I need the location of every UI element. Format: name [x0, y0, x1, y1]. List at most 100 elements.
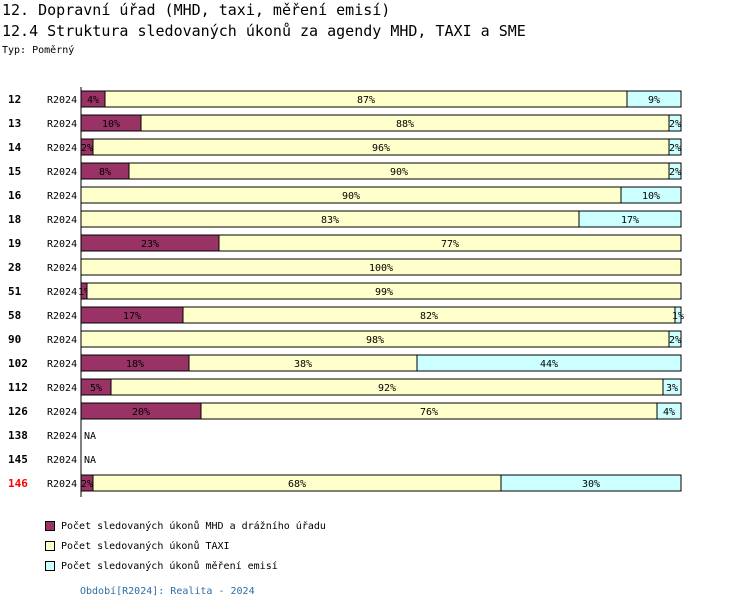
category-label: 14: [8, 141, 22, 154]
na-label: NA: [84, 431, 96, 442]
legend-item-mhd: Počet sledovaných úkonů MHD a drážního ú…: [45, 521, 326, 532]
data-label: 17%: [621, 215, 639, 226]
data-label: 17%: [123, 311, 141, 322]
data-label: 2%: [81, 143, 93, 154]
data-label: 2%: [669, 167, 681, 178]
bar-segment: [668, 138, 682, 156]
data-label: 76%: [420, 407, 438, 418]
legend-item-sme: Počet sledovaných úkonů měření emisí: [45, 561, 278, 572]
data-label: 3%: [666, 383, 678, 394]
category-label: 126: [8, 405, 28, 418]
period-label: R2024: [47, 407, 77, 418]
period-label: R2024: [47, 119, 77, 130]
data-label: 82%: [420, 311, 438, 322]
period-label: R2024: [47, 239, 77, 250]
data-label: 10%: [642, 191, 660, 202]
data-label: 88%: [396, 119, 414, 130]
data-label: 2%: [669, 335, 681, 346]
data-label: 44%: [540, 359, 558, 370]
bar-segment: [662, 378, 682, 396]
data-label: 77%: [441, 239, 459, 250]
period-label: R2024: [47, 335, 77, 346]
data-label: 99%: [375, 287, 393, 298]
category-label: 112: [8, 381, 28, 394]
legend-swatch-mhd: [45, 521, 55, 531]
legend-label-mhd: Počet sledovaných úkonů MHD a drážního ú…: [61, 521, 326, 532]
data-label: 68%: [288, 479, 306, 490]
data-label: 18%: [126, 359, 144, 370]
data-label: 98%: [366, 335, 384, 346]
category-label: 15: [8, 165, 21, 178]
category-label: 145: [8, 453, 28, 466]
period-label: R2024: [47, 215, 77, 226]
legend-label-taxi: Počet sledovaných úkonů TAXI: [61, 541, 230, 552]
bar-segment: [674, 306, 682, 324]
na-label: NA: [84, 455, 96, 466]
data-label: 8%: [99, 167, 111, 178]
category-label: 146: [8, 477, 28, 490]
data-label: 23%: [141, 239, 159, 250]
bar-segment: [656, 402, 682, 420]
category-label: 102: [8, 357, 28, 370]
period-label: R2024: [47, 311, 77, 322]
chart-subtitle: 12.4 Struktura sledovaných úkonů za agen…: [2, 22, 526, 40]
category-label: 16: [8, 189, 22, 202]
bar-segment: [218, 234, 682, 252]
data-label: 38%: [294, 359, 312, 370]
bar-segment: [86, 282, 682, 300]
bar-segment: [416, 354, 682, 372]
chart-type-label: Typ: Poměrný: [2, 45, 75, 56]
data-label: 90%: [390, 167, 408, 178]
period-label: R2024: [47, 143, 77, 154]
data-label: 1%: [672, 311, 684, 322]
category-label: 58: [8, 309, 21, 322]
bar-segment: [668, 330, 682, 348]
data-label: 10%: [102, 119, 120, 130]
category-label: 51: [8, 285, 22, 298]
period-label: R2024: [47, 431, 77, 442]
legend-swatch-sme: [45, 561, 55, 571]
data-label: 20%: [132, 407, 150, 418]
data-label: 4%: [87, 95, 99, 106]
period-label: R2024: [47, 287, 77, 298]
category-label: 12: [8, 93, 21, 106]
category-label: 90: [8, 333, 21, 346]
legend-label-sme: Počet sledovaných úkonů měření emisí: [61, 561, 278, 572]
bar-segment: [668, 162, 682, 180]
bar-segment: [578, 210, 682, 228]
period-label: R2024: [47, 359, 77, 370]
data-label: 100%: [369, 263, 393, 274]
category-label: 138: [8, 429, 28, 442]
period-footer: Období[R2024]: Realita - 2024: [80, 586, 255, 597]
data-label: 2%: [669, 143, 681, 154]
data-label: 87%: [357, 95, 375, 106]
category-label: 19: [8, 237, 21, 250]
category-label: 28: [8, 261, 21, 274]
period-label: R2024: [47, 479, 77, 490]
category-label: 13: [8, 117, 21, 130]
data-label: 92%: [378, 383, 396, 394]
data-label: 2%: [669, 119, 681, 130]
data-label: 96%: [372, 143, 390, 154]
data-label: 1%: [78, 287, 90, 298]
period-label: R2024: [47, 191, 77, 202]
chart-title: 12. Dopravní úřad (MHD, taxi, měření emi…: [2, 1, 391, 19]
data-label: 4%: [663, 407, 675, 418]
period-label: R2024: [47, 383, 77, 394]
period-label: R2024: [47, 263, 77, 274]
data-label: 5%: [90, 383, 102, 394]
legend-swatch-taxi: [45, 541, 55, 551]
period-label: R2024: [47, 455, 77, 466]
period-label: R2024: [47, 167, 77, 178]
bar-segment: [500, 474, 682, 492]
data-label: 2%: [81, 479, 93, 490]
stacked-bar-chart: 12 R2024 4% 87% 9% 13 R2024 10% 88% 2% 14 R2024 2% 96…: [8, 87, 684, 497]
bar-segment: [668, 114, 682, 132]
data-label: 90%: [342, 191, 360, 202]
data-label: 9%: [648, 95, 660, 106]
data-label: 30%: [582, 479, 600, 490]
bar-segment: [626, 90, 682, 108]
bar-segment: [620, 186, 682, 204]
legend-item-taxi: Počet sledovaných úkonů TAXI: [45, 541, 230, 552]
category-label: 18: [8, 213, 21, 226]
